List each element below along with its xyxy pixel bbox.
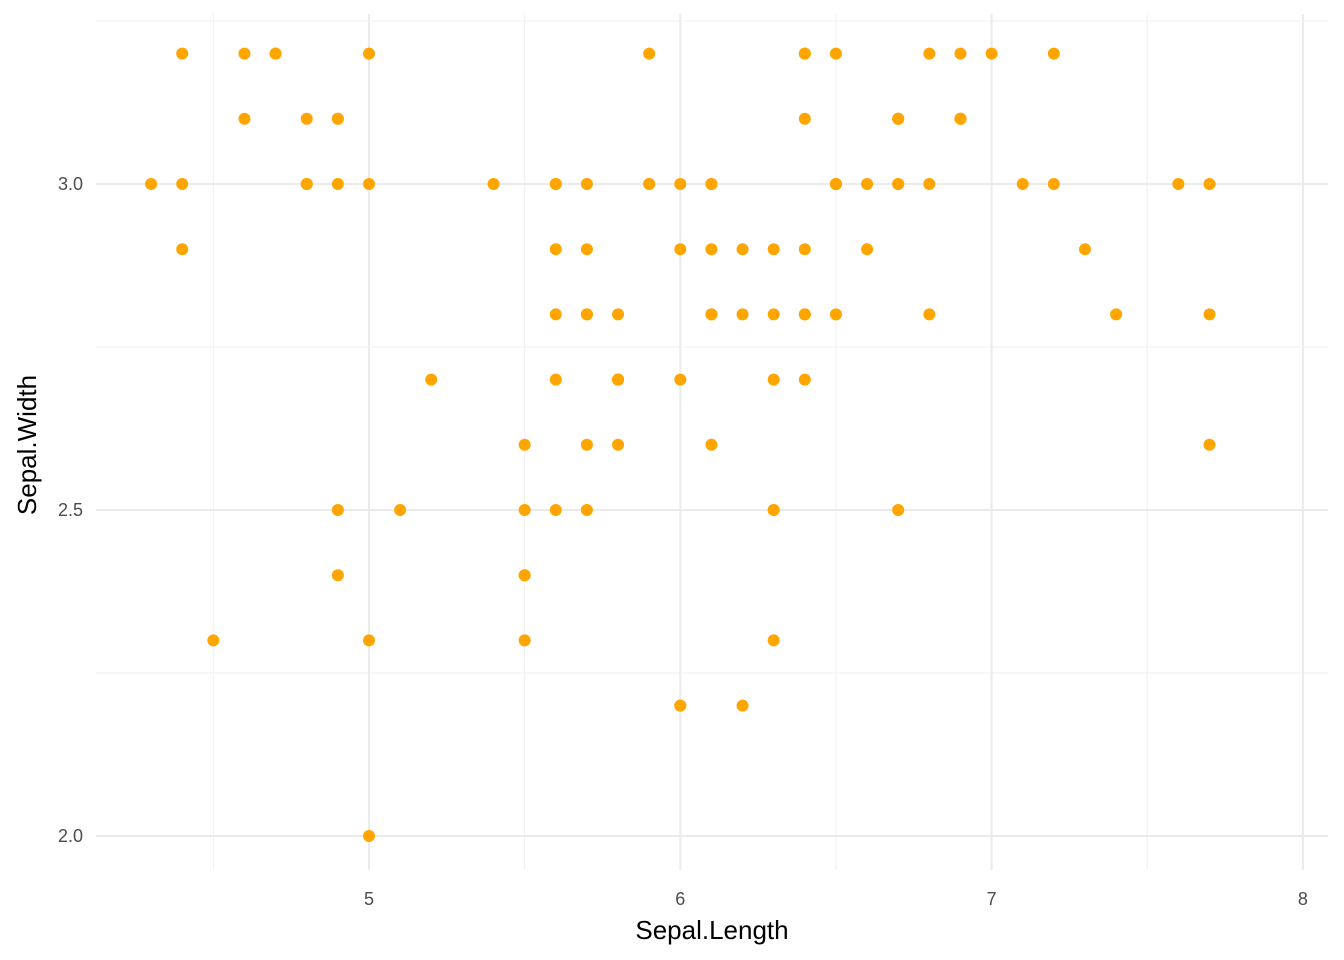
data-point	[331, 112, 344, 125]
data-point	[612, 308, 625, 321]
x-tick-label: 5	[364, 889, 374, 909]
data-point	[798, 112, 811, 125]
data-point	[1110, 308, 1123, 321]
data-point	[829, 308, 842, 321]
data-point	[176, 47, 189, 60]
data-point	[798, 373, 811, 386]
data-point	[518, 438, 531, 451]
minor-gridlines	[96, 14, 1328, 870]
data-point	[549, 373, 562, 386]
data-point	[331, 569, 344, 582]
data-point	[923, 178, 936, 190]
data-point	[269, 47, 282, 60]
data-point	[861, 243, 874, 256]
data-point	[798, 47, 811, 60]
data-point	[674, 373, 687, 386]
data-point	[892, 112, 905, 125]
data-point	[1078, 243, 1091, 256]
data-point	[1203, 178, 1216, 190]
data-point	[923, 47, 936, 60]
data-point	[861, 178, 874, 190]
data-point	[580, 243, 593, 256]
data-point	[767, 243, 780, 256]
x-tick-label: 7	[987, 889, 997, 909]
data-point	[736, 699, 749, 712]
data-point	[736, 308, 749, 321]
data-point	[363, 634, 375, 647]
data-points	[145, 47, 1216, 842]
data-point	[1203, 308, 1216, 321]
data-point	[518, 504, 531, 516]
data-point	[580, 504, 593, 516]
data-point	[643, 178, 656, 190]
data-point	[674, 243, 687, 256]
data-point	[798, 243, 811, 256]
data-point	[394, 504, 407, 516]
data-point	[331, 178, 344, 190]
data-point	[612, 373, 625, 386]
data-point	[1172, 178, 1185, 190]
data-point	[363, 47, 375, 60]
data-point	[580, 308, 593, 321]
data-point	[674, 178, 687, 190]
data-point	[954, 47, 967, 60]
data-point	[518, 569, 531, 582]
major-gridlines	[96, 14, 1328, 870]
data-point	[923, 308, 936, 321]
y-axis-title: Sepal.Width	[12, 375, 42, 515]
data-point	[207, 634, 220, 647]
y-axis-tick-labels: 2.02.53.03.54.04.5	[58, 174, 83, 846]
y-tick-label: 2.0	[58, 826, 83, 846]
data-point	[954, 112, 967, 125]
y-tick-label: 2.5	[58, 500, 83, 520]
data-point	[892, 504, 905, 516]
data-point	[1203, 438, 1216, 451]
data-point	[705, 178, 718, 190]
data-point	[238, 112, 251, 125]
data-point	[705, 308, 718, 321]
data-point	[549, 308, 562, 321]
data-point	[176, 178, 189, 190]
x-tick-label: 6	[675, 889, 685, 909]
data-point	[643, 47, 656, 60]
data-point	[145, 178, 158, 190]
data-point	[300, 178, 313, 190]
data-point	[580, 438, 593, 451]
data-point	[767, 504, 780, 516]
data-point	[767, 373, 780, 386]
data-point	[1047, 47, 1060, 60]
data-point	[612, 438, 625, 451]
data-point	[798, 308, 811, 321]
data-point	[736, 243, 749, 256]
data-point	[892, 178, 905, 190]
x-tick-label: 8	[1298, 889, 1308, 909]
data-point	[487, 178, 500, 190]
x-axis-tick-labels: 5 6 7 8	[364, 889, 1308, 909]
data-point	[767, 308, 780, 321]
data-point	[238, 47, 251, 60]
data-point	[176, 243, 189, 256]
data-point	[363, 830, 375, 842]
y-tick-label: 3.0	[58, 174, 83, 194]
data-point	[705, 243, 718, 256]
data-point	[363, 178, 375, 190]
data-point	[425, 373, 438, 386]
data-point	[331, 504, 344, 516]
data-point	[300, 112, 313, 125]
data-point	[549, 504, 562, 516]
data-point	[549, 178, 562, 190]
data-point	[1047, 178, 1060, 190]
data-point	[829, 47, 842, 60]
data-point	[518, 634, 531, 647]
data-point	[549, 243, 562, 256]
x-axis-title: Sepal.Length	[635, 915, 788, 945]
data-point	[1016, 178, 1029, 190]
data-point	[985, 47, 998, 60]
data-point	[705, 438, 718, 451]
data-point	[580, 178, 593, 190]
data-point	[674, 699, 687, 712]
data-point	[829, 178, 842, 190]
data-point	[767, 634, 780, 647]
